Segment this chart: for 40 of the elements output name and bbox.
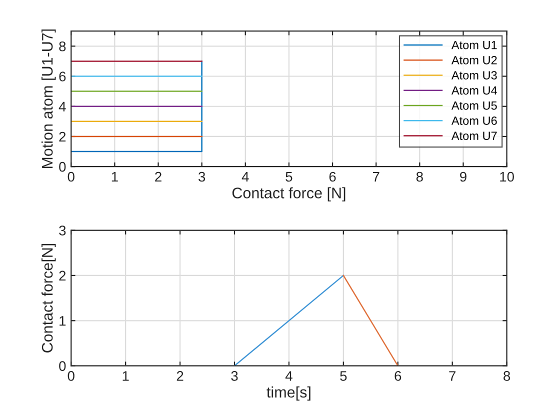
y-tick-label: 0 [59, 361, 66, 371]
x-tick-label: 3 [198, 172, 206, 182]
legend-label: Atom U6 [451, 116, 497, 125]
x-tick-label: 8 [504, 371, 510, 381]
y-axis-title: Contact force[N] [42, 244, 56, 352]
x-tick-label: 8 [416, 172, 423, 182]
x-tick-label: 2 [176, 371, 184, 381]
x-tick-label: 1 [112, 172, 118, 182]
y-tick-label: 1 [60, 316, 66, 326]
x-tick-label: 0 [68, 172, 74, 182]
legend-label: Atom U1 [451, 40, 497, 50]
legend-label: Atom U4 [451, 86, 498, 95]
x-tick-label: 4 [285, 371, 292, 381]
y-tick-label: 2 [59, 132, 66, 142]
y-axis-title: Motion atom [U1-U7] [42, 29, 56, 168]
y-tick-label: 0 [59, 162, 66, 172]
x-tick-label: 1 [122, 371, 129, 381]
x-tick-label: 6 [394, 371, 402, 381]
x-tick-label: 7 [372, 172, 380, 182]
x-tick-label: 4 [242, 172, 249, 182]
x-tick-label: 10 [500, 172, 514, 182]
x-tick-label: 6 [329, 172, 336, 182]
legend-label: Atom U7 [451, 132, 497, 140]
legend-label: Atom U5 [451, 102, 497, 110]
x-tick-label: 3 [231, 371, 238, 381]
x-tick-label: 7 [449, 371, 456, 381]
legend-label: Atom U3 [451, 71, 497, 80]
x-tick-label: 9 [460, 172, 466, 182]
y-tick-label: 3 [59, 226, 66, 236]
y-tick-label: 8 [59, 41, 66, 52]
x-tick-label: 2 [155, 172, 162, 182]
legend-label: Atom U2 [451, 56, 497, 64]
x-tick-label: 0 [68, 371, 74, 381]
y-tick-label: 6 [59, 72, 66, 82]
x-axis-title: time[s] [266, 386, 310, 401]
y-tick-label: 2 [59, 270, 66, 281]
x-tick-label: 5 [340, 371, 347, 381]
x-axis-title: Contact force [N] [232, 187, 346, 202]
y-tick-label: 4 [58, 102, 66, 112]
x-tick-label: 5 [286, 172, 292, 182]
